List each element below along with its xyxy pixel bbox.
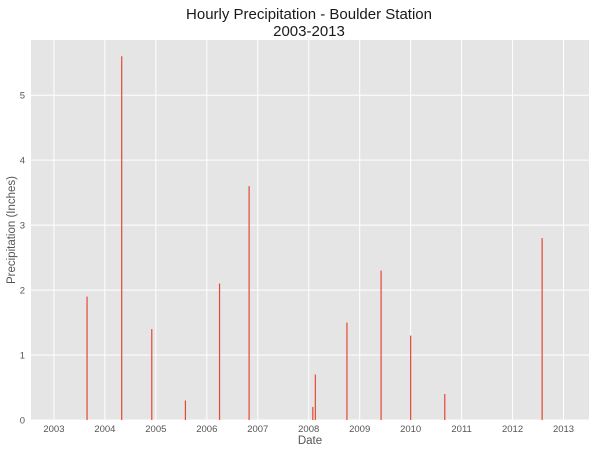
x-axis-label: Date (298, 435, 322, 447)
plot-area (31, 40, 589, 420)
precipitation-bar (151, 329, 153, 420)
precipitation-bar (444, 394, 446, 420)
precipitation-bar (346, 322, 348, 420)
y-tick-labels: 0 1 2 3 4 5 (20, 91, 25, 427)
precipitation-bar (410, 335, 412, 420)
y-tick-label: 5 (20, 91, 25, 102)
x-tick-label: 2010 (400, 424, 421, 435)
precipitation-bar (541, 238, 543, 420)
grid-lines (31, 40, 589, 421)
precipitation-bar (86, 296, 88, 420)
precipitation-bar (314, 374, 316, 420)
x-tick-label: 2009 (349, 424, 370, 435)
chart-subtitle: 2003-2013 (273, 23, 345, 40)
x-tick-label: 2011 (451, 424, 471, 435)
y-tick-label: 3 (20, 221, 25, 232)
x-tick-labels: 2003 2004 2005 2006 2007 2008 2009 2010 2011 2012… (43, 424, 574, 435)
x-tick-label: 2004 (94, 424, 115, 435)
precipitation-bar (218, 283, 221, 420)
precipitation-bar (184, 400, 187, 420)
precipitation-bar (121, 56, 123, 420)
y-tick-label: 1 (20, 351, 25, 362)
x-tick-label: 2007 (247, 424, 268, 435)
x-tick-label: 2005 (145, 424, 166, 435)
x-tick-label: 2003 (43, 424, 64, 435)
chart-title: Hourly Precipitation - Boulder Station (186, 6, 432, 23)
x-tick-label: 2012 (502, 424, 523, 435)
x-tick-label: 2006 (196, 424, 217, 435)
bars (86, 56, 543, 420)
x-tick-label: 2008 (298, 424, 319, 435)
y-tick-label: 4 (20, 156, 25, 167)
y-axis-label: Precipitation (Inches) (6, 176, 18, 284)
precipitation-bar (380, 270, 382, 420)
y-tick-label: 2 (20, 286, 25, 297)
x-tick-label: 2013 (553, 424, 574, 435)
precipitation-bar (248, 186, 250, 420)
precipitation-bar (312, 407, 314, 420)
y-tick-label: 0 (20, 416, 25, 427)
